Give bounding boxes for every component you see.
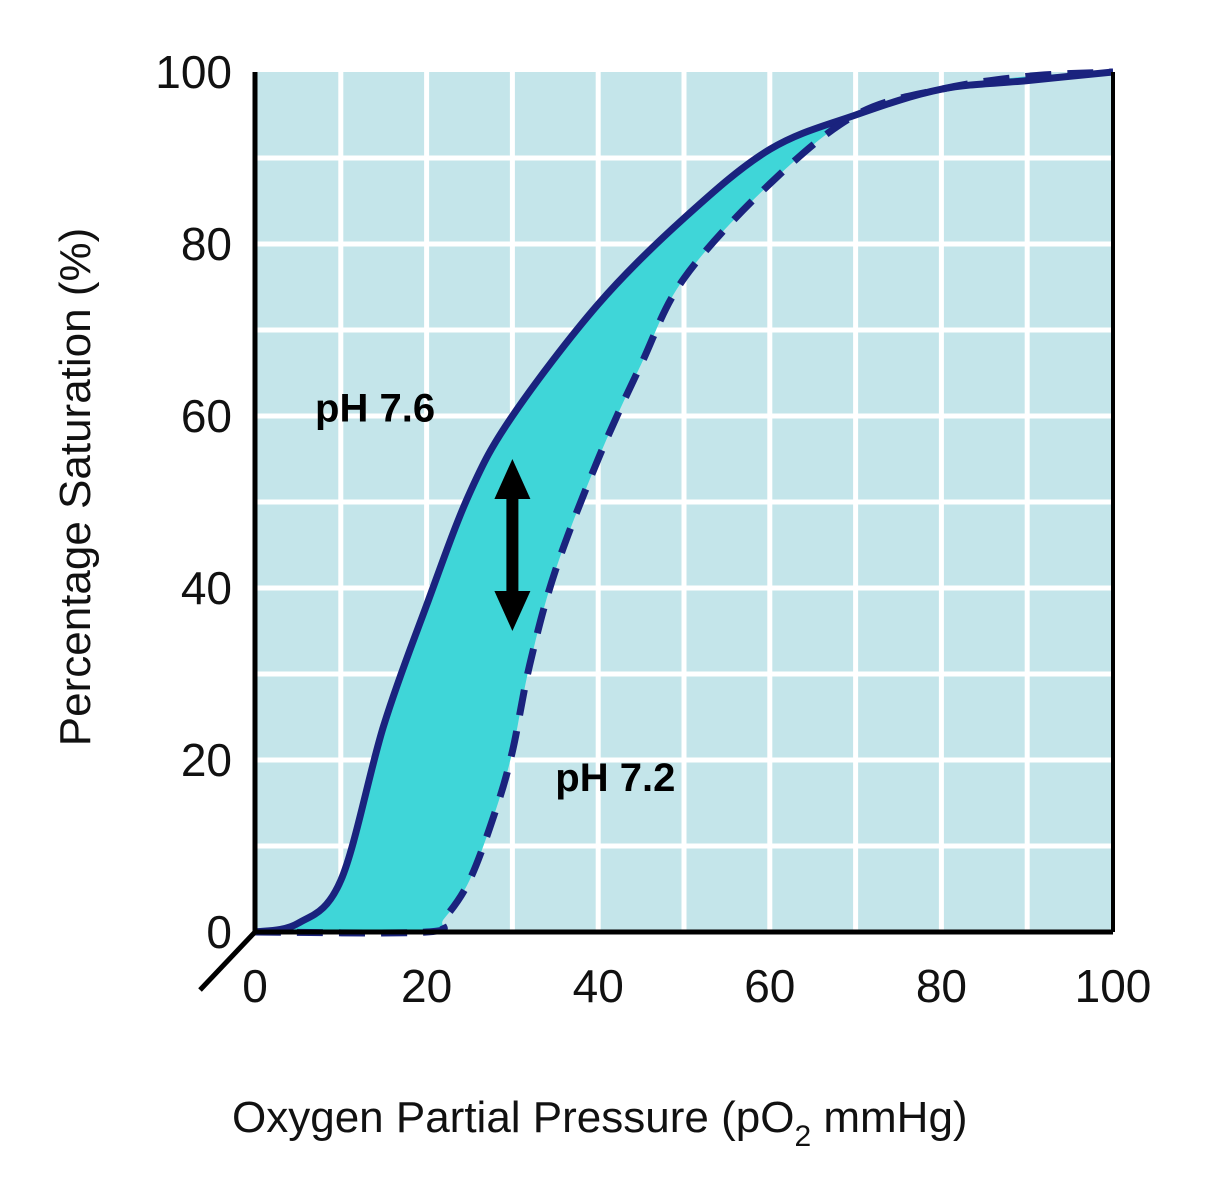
y-axis-label: Percentage Saturation (%)	[51, 228, 100, 747]
x-tick-label: 60	[744, 960, 795, 1012]
y-tick-label: 60	[181, 390, 232, 442]
x-tick-label: 40	[573, 960, 624, 1012]
y-tick-label: 40	[181, 562, 232, 614]
double-arrow-icon	[494, 459, 531, 631]
y-tick-label: 0	[206, 906, 232, 958]
annotation-ph-7-2: pH 7.2	[555, 756, 675, 800]
x-tick-label: 0	[242, 960, 268, 1012]
x-tick-label: 80	[916, 960, 967, 1012]
annotation-ph-7-6: pH 7.6	[315, 386, 435, 430]
x-label-tail: mmHg)	[811, 1093, 967, 1142]
series-line-ph-7-2	[254, 68, 1114, 937]
origin-diagonal-line	[198, 930, 257, 992]
x-tick-label: 20	[401, 960, 452, 1012]
x-tick-label: 100	[1075, 960, 1152, 1012]
x-label-main: Oxygen Partial Pressure (pO	[232, 1093, 794, 1142]
y-tick-label: 100	[155, 46, 232, 98]
arrow-head-down	[494, 591, 531, 631]
fill-between-curves	[255, 72, 1113, 933]
x-label-subscript: 2	[794, 1120, 811, 1153]
x-axis-label: Oxygen Partial Pressure (pO2 mmHg)	[232, 1093, 968, 1153]
arrow-head-up	[494, 459, 531, 499]
y-tick-label: 20	[181, 734, 232, 786]
y-tick-label: 80	[181, 218, 232, 270]
